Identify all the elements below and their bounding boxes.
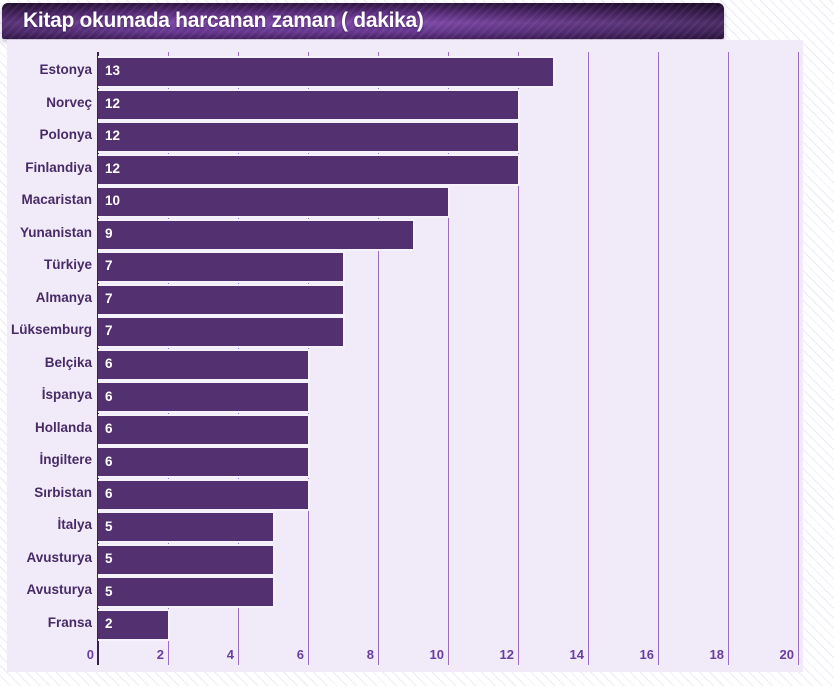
bar: 5 <box>98 511 275 544</box>
chart-row: İspanya 6 <box>7 379 803 414</box>
bar-value-label: 12 <box>105 160 121 176</box>
bar: 6 <box>98 446 310 479</box>
bar: 6 <box>98 413 310 446</box>
category-label: Finlandiya <box>25 159 92 175</box>
chart-row: Sırbistan 6 <box>7 477 803 511</box>
category-label: İngiltere <box>39 452 92 468</box>
bar: 10 <box>98 186 450 219</box>
x-tick-label: 2 <box>156 647 164 662</box>
category-label: Avusturya <box>26 582 92 598</box>
chart-title: Kitap okumada harcanan zaman ( dakika) <box>23 9 424 32</box>
plot-area: Estonya 13 Norveç 12 Polonya 12 Finlandiya 12 Ma… <box>7 40 803 672</box>
bar-value-label: 7 <box>105 323 113 339</box>
x-tick-label: 12 <box>499 647 514 662</box>
bar: 9 <box>98 218 415 251</box>
chart-row: Avusturya 5 <box>7 574 803 609</box>
bar-value-label: 6 <box>105 421 113 437</box>
bar-value-label: 5 <box>105 583 113 599</box>
gridline <box>728 52 729 665</box>
chart-row: Polonya 12 <box>7 119 803 154</box>
category-label: Avusturya <box>26 549 92 565</box>
bar-value-label: 9 <box>105 225 113 241</box>
bar: 6 <box>98 478 310 511</box>
gridline <box>798 52 799 665</box>
category-label: Lüksemburg <box>10 322 92 338</box>
chart-row: İngiltere 6 <box>7 444 803 479</box>
gridline <box>448 52 449 665</box>
category-label: Yunanistan <box>19 224 92 240</box>
bar: 6 <box>98 348 310 381</box>
category-label: Fransa <box>47 615 92 630</box>
category-label: İspanya <box>41 387 92 403</box>
gridline <box>518 52 519 665</box>
x-tick-label: 16 <box>639 647 654 662</box>
chart-row: Avusturya 5 <box>7 542 803 576</box>
category-label: Türkiye <box>43 257 92 273</box>
gridline <box>588 52 589 665</box>
bar-value-label: 5 <box>105 551 113 567</box>
chart-title-bar: Kitap okumada harcanan zaman ( dakika) <box>2 3 724 39</box>
x-tick-label: 10 <box>429 647 444 662</box>
bar: 7 <box>98 283 345 316</box>
gridline <box>378 52 379 665</box>
chart-row: Finlandiya 12 <box>7 152 803 186</box>
chart-row: Almanya 7 <box>7 282 803 316</box>
bar-value-label: 6 <box>105 388 113 404</box>
chart-row: Norveç 12 <box>7 87 803 121</box>
x-tick-label: 8 <box>366 647 374 662</box>
bar-value-label: 6 <box>105 453 113 469</box>
bar-value-label: 7 <box>105 258 113 274</box>
chart-row: Hollanda 6 <box>7 412 803 446</box>
bar-value-label: 7 <box>105 290 113 306</box>
chart-row: İtalya 5 <box>7 509 803 544</box>
chart-row: Estonya 13 <box>7 54 803 88</box>
bar-value-label: 6 <box>105 486 113 502</box>
category-label: Almanya <box>35 289 92 305</box>
bar-value-label: 10 <box>105 193 121 209</box>
bar: 2 <box>98 609 170 641</box>
chart-row: Belçika 6 <box>7 347 803 381</box>
category-label: İtalya <box>57 517 92 533</box>
category-label: Macaristan <box>21 192 92 208</box>
bar-value-label: 5 <box>105 518 113 534</box>
bar-value-label: 12 <box>105 128 121 144</box>
chart-row: Yunanistan 9 <box>7 217 803 251</box>
chart-row: Lüksemburg 7 <box>7 314 803 349</box>
category-label: Polonya <box>39 127 92 143</box>
bar-value-label: 13 <box>105 63 121 79</box>
bar: 12 <box>98 121 520 154</box>
category-label: Norveç <box>46 94 92 110</box>
x-tick-label: 0 <box>86 647 94 662</box>
x-tick-label: 14 <box>569 647 584 662</box>
x-tick-label: 18 <box>709 647 724 662</box>
bar: 12 <box>98 153 520 186</box>
bar-value-label: 2 <box>105 616 113 632</box>
chart-row: Türkiye 7 <box>7 249 803 284</box>
bar: 7 <box>98 316 345 349</box>
category-label: Hollanda <box>34 419 92 435</box>
bar: 13 <box>98 56 555 88</box>
bar: 5 <box>98 576 275 609</box>
category-label: Sırbistan <box>34 484 92 500</box>
bar-value-label: 12 <box>105 95 121 111</box>
bar: 7 <box>98 251 345 284</box>
x-tick-label: 4 <box>226 647 234 662</box>
x-tick-label: 6 <box>296 647 304 662</box>
bar-value-label: 6 <box>105 356 113 372</box>
x-tick-label: 20 <box>779 647 794 662</box>
category-label: Belçika <box>44 354 92 370</box>
bar: 5 <box>98 543 275 576</box>
chart-row: Macaristan 10 <box>7 184 803 219</box>
bar: 6 <box>98 381 310 414</box>
gridline <box>658 52 659 665</box>
category-label: Estonya <box>39 62 92 77</box>
chart-row: Fransa 2 <box>7 607 803 641</box>
bar: 12 <box>98 88 520 121</box>
